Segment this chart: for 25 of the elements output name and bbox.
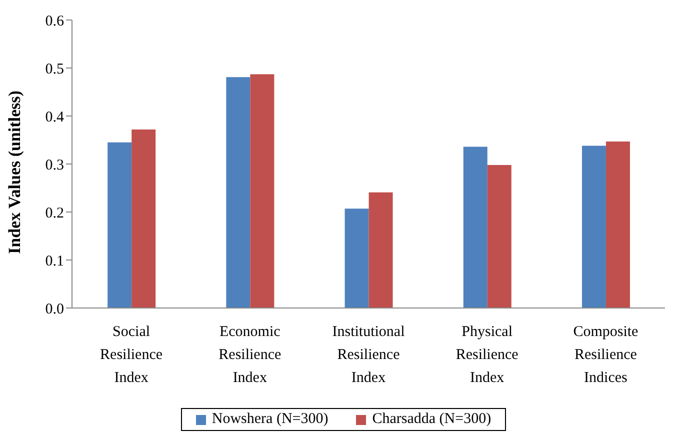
bar (463, 146, 488, 308)
bar (582, 146, 606, 308)
bar (606, 141, 630, 308)
y-tick-label: 0.2 (45, 205, 64, 222)
legend-label: Nowshera (N=300) (210, 411, 328, 428)
x-tick-label: Social Resilience Index (100, 324, 163, 386)
bar (132, 129, 156, 308)
bar (368, 192, 393, 308)
x-tick-label: Physical Resilience Index (456, 324, 519, 386)
bar (250, 74, 274, 308)
y-tick-label: 0.6 (45, 13, 64, 30)
y-tick-label: 0.5 (45, 61, 64, 78)
bar (226, 77, 250, 308)
bar (344, 208, 369, 308)
x-tick-label: Composite Resilience Indices (573, 324, 639, 386)
x-tick-label: Institutional Resilience Index (332, 324, 405, 386)
y-axis-title: Index Values (unitless) (5, 90, 24, 254)
bar (487, 164, 512, 308)
y-tick-label: 0.0 (45, 301, 64, 318)
y-tick-label: 0.3 (45, 157, 64, 174)
legend-label: Charsadda (N=300) (371, 411, 492, 428)
y-tick-label: 0.1 (45, 253, 64, 270)
x-tick-label: Economic Resilience Index (218, 324, 282, 386)
y-tick-label: 0.4 (45, 109, 64, 126)
bar (108, 142, 132, 308)
